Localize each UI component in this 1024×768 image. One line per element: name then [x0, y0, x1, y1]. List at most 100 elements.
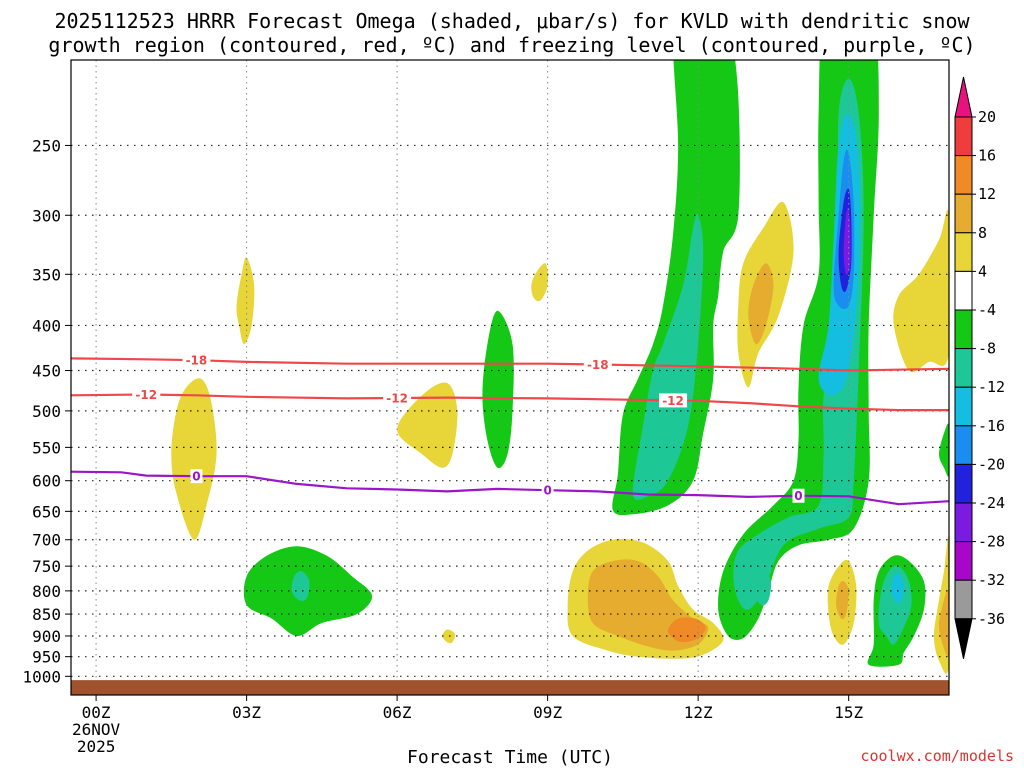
x-tick-label-03Z: 03Z	[232, 703, 261, 722]
omega-region-uplift-12-hour13-14	[733, 78, 864, 610]
dgz-minus-12-label-bg-0	[132, 387, 161, 402]
y-tick-label-500: 500	[32, 402, 61, 421]
colorbar-segment-5	[954, 309, 973, 350]
colorbar-segment-7	[954, 386, 973, 427]
x-tick-year-00Z: 2025	[77, 737, 116, 756]
colorbar-label-4: 4	[978, 262, 987, 280]
omega-region-uplift-16-hour16	[891, 573, 904, 604]
omega-region-uplift-8-hour17	[939, 423, 949, 477]
colorbar-segment-3	[954, 232, 973, 272]
plot-frame	[70, 59, 950, 696]
plot-area: -18 -18 -12 -12 -12 0 0 0	[70, 59, 950, 696]
x-axis-label: Forecast Time (UTC)	[407, 747, 613, 768]
colorbar-label-7: -12	[978, 378, 1005, 396]
x-tick-label-06Z: 06Z	[383, 703, 412, 722]
y-tick-label-300: 300	[32, 206, 61, 225]
y-tick-label-250: 250	[32, 136, 61, 155]
credit-text: coolwx.com/models	[860, 747, 1014, 765]
x-tick-label-15Z: 15Z	[834, 703, 863, 722]
omega-region-uplift-28-hour15	[843, 207, 851, 275]
freezing-level-label-bg-0	[190, 469, 203, 484]
y-tick-label-400: 400	[32, 316, 61, 335]
dgz-minus-18-label-1: -18	[587, 358, 609, 372]
ground-surface	[71, 680, 949, 695]
omega-region-sink-4-hour09	[531, 263, 548, 302]
freezing-level-label-1: 0	[543, 484, 551, 498]
y-tick-label-650: 650	[32, 502, 61, 521]
y-tick-label-450: 450	[32, 362, 61, 381]
y-tick-label-950: 950	[32, 648, 61, 667]
y-tick-label-900: 900	[32, 627, 61, 646]
colorbar-segment-9	[954, 463, 973, 504]
dgz-minus-12-label-bg-2	[659, 393, 688, 408]
y-tick-label-550: 550	[32, 438, 61, 457]
x-tick-date-00Z: 26NOV	[72, 720, 121, 739]
chart-title-line-2: growth region (contoured, red, ºC) and f…	[48, 33, 975, 57]
colorbar-label-12: -32	[978, 571, 1005, 589]
colorbar-label-2: 12	[978, 185, 996, 203]
freezing-level-label-bg-1	[541, 483, 554, 498]
dgz-minus-12-label-2: -12	[662, 394, 684, 408]
colorbar: 20 16 12 8 4 -4 -8 -12 -16 -20 -24 -28 -32 -36	[954, 76, 1005, 659]
colorbar-label-11: -28	[978, 533, 1005, 551]
colorbar-top-arrow	[954, 76, 973, 118]
x-tick-label-12Z: 12Z	[684, 703, 713, 722]
freezing-level-label-0: 0	[192, 470, 200, 484]
colorbar-label-13: -36	[978, 610, 1005, 628]
colorbar-segment-8	[954, 425, 973, 465]
colorbar-segment-11	[954, 541, 973, 581]
y-tick-label-600: 600	[32, 472, 61, 491]
colorbar-label-10: -24	[978, 494, 1005, 512]
colorbar-label-6: -8	[978, 340, 996, 358]
colorbar-segment-6	[954, 348, 973, 388]
colorbar-label-0: 20	[978, 108, 996, 126]
omega-region-sink-12-hour12	[667, 617, 706, 643]
y-tick-label-700: 700	[32, 531, 61, 550]
dgz-minus-18-label-0: -18	[186, 354, 208, 368]
omega-region-uplift-12-hour13	[753, 571, 772, 606]
omega-shading	[171, 60, 949, 674]
colorbar-segment-0	[954, 116, 973, 157]
omega-region-sink-4-hour16	[893, 209, 949, 373]
y-axis: 250 300 350 400 450 500 550 600 650 700 750 800 850 9…	[22, 136, 71, 686]
omega-region-sink-8-hour13	[748, 263, 774, 345]
freezing-level-label-2: 0	[794, 489, 802, 503]
y-tick-label-1000: 1000	[22, 667, 61, 686]
temperature-contours: -18 -18 -12 -12 -12 0 0 0	[71, 353, 949, 506]
colorbar-label-3: 8	[978, 224, 987, 242]
y-tick-label-750: 750	[32, 557, 61, 576]
chart-title-line-1: 2025112523 HRRR Forecast Omega (shaded, …	[54, 9, 970, 33]
dgz-minus-12-line	[71, 393, 949, 412]
colorbar-segment-4	[954, 270, 973, 311]
colorbar-segment-1	[954, 155, 973, 195]
x-tick-label-00Z: 00Z	[82, 703, 111, 722]
freezing-level-label-bg-2	[792, 488, 805, 503]
y-tick-label-850: 850	[32, 605, 61, 624]
colorbar-label-8: -16	[978, 417, 1005, 435]
y-tick-label-350: 350	[32, 265, 61, 284]
dgz-minus-12-label-bg-1	[383, 391, 412, 406]
omega-region-sink-4-hour02	[171, 378, 217, 540]
omega-region-sink-4-hour07b	[442, 629, 455, 644]
omega-region-sink-4-hour03	[236, 257, 255, 345]
colorbar-bottom-arrow	[954, 618, 973, 659]
colorbar-label-1: 16	[978, 147, 996, 165]
dgz-minus-12-label-0: -12	[135, 388, 157, 402]
omega-region-sink-8-hour17	[938, 589, 949, 657]
colorbar-label-9: -20	[978, 455, 1005, 473]
x-tick-label-09Z: 09Z	[533, 703, 562, 722]
dgz-minus-12-label-1: -12	[386, 392, 408, 406]
colorbar-segment-10	[954, 502, 973, 543]
omega-region-uplift-8-hour08	[482, 310, 514, 469]
omega-region-uplift-12-hour04	[291, 571, 310, 601]
dgz-minus-18-label-bg-0	[182, 353, 211, 368]
colorbar-label-5: -4	[978, 301, 996, 319]
omega-region-sink-8-hour14	[836, 581, 849, 620]
y-tick-label-800: 800	[32, 582, 61, 601]
gridlines	[71, 60, 949, 695]
omega-region-uplift-12-hour11-12	[632, 213, 704, 501]
omega-region-sink-4-hour07	[397, 382, 458, 468]
colorbar-segment-12	[954, 579, 973, 620]
